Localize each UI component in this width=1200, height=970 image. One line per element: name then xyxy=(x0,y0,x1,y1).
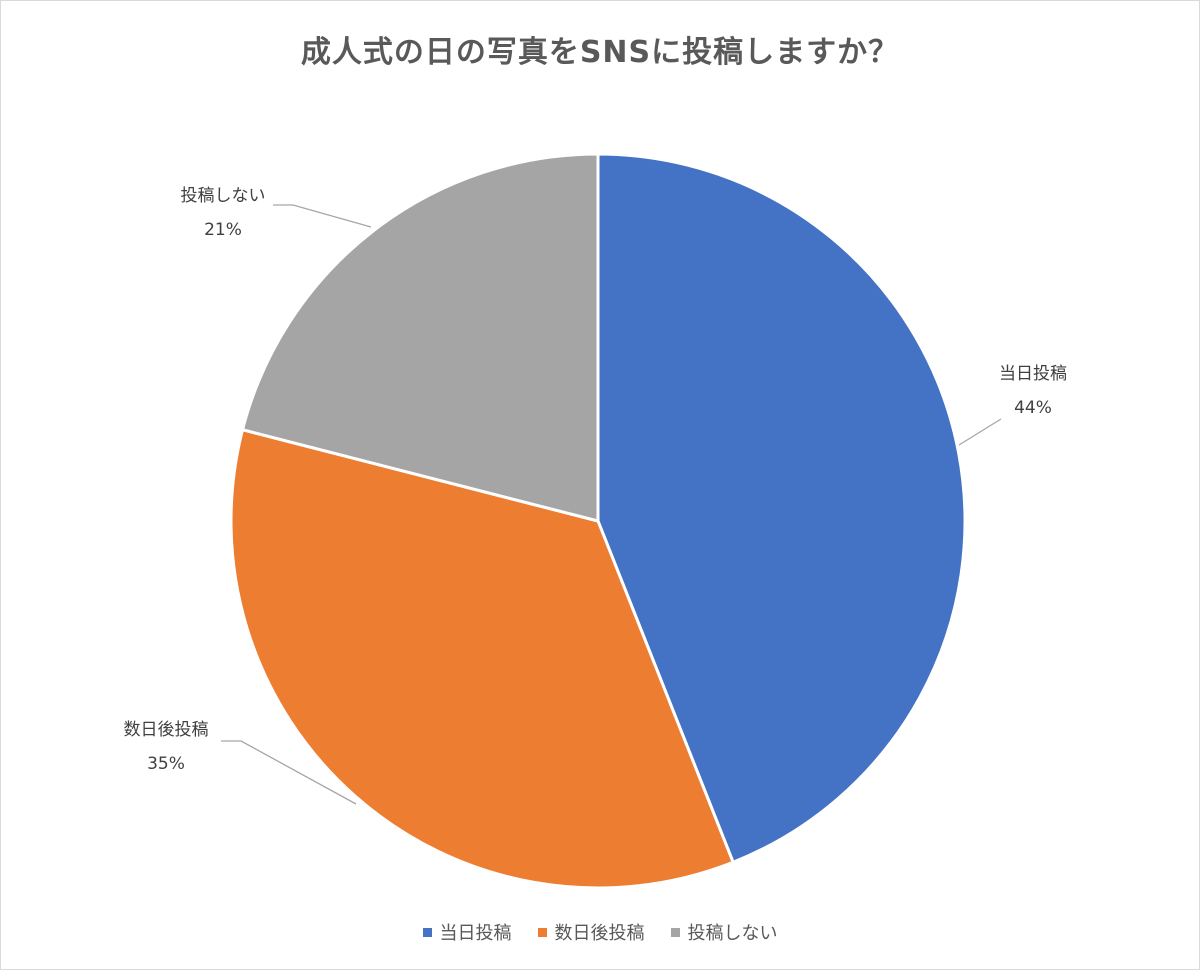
leader-line xyxy=(273,204,372,228)
legend: 当日投稿 数日後投稿 投稿しない xyxy=(1,919,1199,945)
data-label-no-post-category: 投稿しない xyxy=(181,186,266,206)
legend-label: 当日投稿 xyxy=(439,923,512,944)
leader-line xyxy=(221,740,357,805)
pie-slices xyxy=(229,152,967,890)
slice-days-later[interactable] xyxy=(229,427,736,890)
data-label-same-day-category: 当日投稿 xyxy=(999,364,1067,384)
legend-swatch xyxy=(422,927,432,937)
data-labels: 当日投稿 44% 数日後投稿 35% 投稿しない 21% xyxy=(124,186,1068,774)
legend-item-days-later[interactable]: 数日後投稿 xyxy=(537,919,645,945)
legend-label: 数日後投稿 xyxy=(554,923,645,944)
legend-swatch xyxy=(670,927,680,937)
chart-title: 成人式の日の写真をSNSに投稿しますか？ xyxy=(300,35,900,70)
legend-swatch xyxy=(537,927,547,937)
legend-item-no-post[interactable]: 投稿しない xyxy=(670,919,778,945)
data-label-days-later-value: 35% xyxy=(147,754,185,774)
data-label-same-day-value: 44% xyxy=(1014,398,1052,418)
legend-label: 投稿しない xyxy=(687,923,778,944)
slice-no-post[interactable] xyxy=(240,152,600,523)
data-label-no-post-value: 21% xyxy=(204,220,242,240)
leader-line xyxy=(958,418,1002,446)
slice-same-day[interactable] xyxy=(596,152,967,865)
legend-item-same-day[interactable]: 当日投稿 xyxy=(422,919,512,945)
leader-lines xyxy=(221,204,1002,805)
data-label-days-later-category: 数日後投稿 xyxy=(124,720,209,740)
